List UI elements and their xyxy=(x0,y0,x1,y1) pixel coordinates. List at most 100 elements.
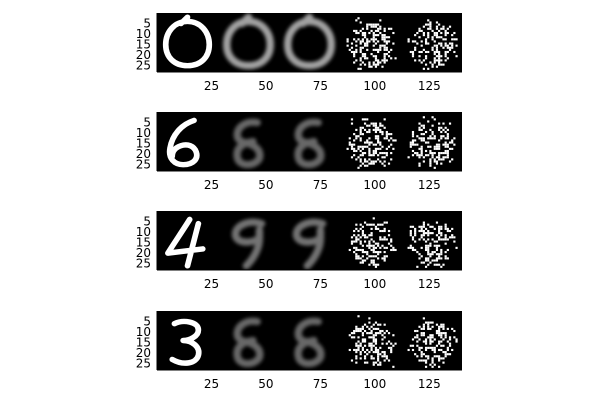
noise-pixel xyxy=(363,160,367,163)
noise-pixel xyxy=(444,130,447,134)
noise-pixel xyxy=(370,160,373,163)
noise-pixel xyxy=(372,340,375,343)
noise-pixel xyxy=(438,42,441,45)
noise-pixel xyxy=(363,118,367,121)
noise-pixel xyxy=(431,63,434,66)
noise-pixel xyxy=(370,357,373,360)
noise-pixel xyxy=(440,257,443,260)
digit-tile-original xyxy=(165,216,206,269)
noise-pixel xyxy=(438,53,441,56)
noise-pixel xyxy=(381,329,384,333)
noise-pixel xyxy=(383,355,386,358)
noise-pixel xyxy=(427,120,430,123)
noise-pixel xyxy=(379,141,382,144)
noise-pixel xyxy=(387,133,391,136)
noise-pixel xyxy=(359,329,362,333)
noise-pixel xyxy=(355,59,358,62)
noise-pixel xyxy=(444,55,447,58)
noise-pixel xyxy=(431,38,434,41)
noise-pixel xyxy=(372,248,375,252)
noise-pixel xyxy=(433,152,436,155)
noise-pixel xyxy=(363,55,367,58)
noise-pixel xyxy=(379,25,382,28)
noise-pixel xyxy=(383,118,386,121)
noise-pixel xyxy=(357,67,360,70)
noise-pixel xyxy=(422,232,425,235)
noise-pixel xyxy=(409,246,412,249)
noise-pixel xyxy=(370,162,373,165)
noise-pixel xyxy=(427,223,430,226)
noise-pixel xyxy=(355,128,358,131)
noise-pixel xyxy=(418,36,421,39)
noise-pixel xyxy=(368,158,371,161)
noise-pixel xyxy=(368,31,371,35)
noise-pixel xyxy=(370,332,373,335)
noise-pixel xyxy=(370,244,373,247)
noise-pixel xyxy=(442,128,445,131)
noise-pixel xyxy=(422,139,425,142)
noise-pixel xyxy=(363,145,367,148)
x-tick-label: 75 xyxy=(313,178,328,192)
noise-pixel xyxy=(366,361,369,364)
noise-pixel xyxy=(442,122,445,125)
noise-pixel xyxy=(416,143,419,146)
noise-pixel xyxy=(379,19,382,22)
noise-pixel xyxy=(440,27,443,30)
noise-pixel xyxy=(438,122,441,125)
noise-pixel xyxy=(359,357,362,360)
noise-pixel xyxy=(431,124,434,127)
noise-pixel xyxy=(379,236,382,239)
noise-pixel xyxy=(359,223,362,226)
noise-pixel xyxy=(374,147,378,150)
noise-pixel xyxy=(377,135,380,138)
noise-pixel xyxy=(377,154,380,157)
noise-pixel xyxy=(418,346,421,349)
noise-pixel xyxy=(433,57,436,60)
x-tick-label: 25 xyxy=(204,377,219,391)
noise-pixel xyxy=(414,48,417,51)
noise-pixel xyxy=(370,355,373,358)
noise-pixel xyxy=(383,59,386,62)
noise-pixel xyxy=(431,253,434,256)
noise-pixel xyxy=(440,265,443,268)
x-tick-label: 75 xyxy=(313,277,328,291)
noise-pixel xyxy=(431,348,434,352)
noise-pixel xyxy=(438,348,441,352)
noise-pixel xyxy=(427,321,430,324)
noise-pixel xyxy=(370,223,373,226)
noise-pixel xyxy=(366,257,369,260)
noise-pixel xyxy=(366,145,369,148)
noise-pixel xyxy=(411,348,415,352)
noise-pixel xyxy=(355,342,358,345)
noise-pixel xyxy=(422,156,425,159)
noise-pixel xyxy=(420,29,423,32)
noise-pixel xyxy=(424,240,428,243)
noise-pixel xyxy=(427,323,430,326)
noise-pixel xyxy=(446,57,449,60)
noise-pixel xyxy=(379,46,382,49)
noise-pixel xyxy=(422,48,425,51)
noise-pixel xyxy=(363,221,367,224)
noise-pixel xyxy=(374,57,378,60)
noise-pixel xyxy=(353,149,356,153)
noise-pixel xyxy=(377,141,380,144)
noise-pixel xyxy=(435,46,439,49)
noise-pixel xyxy=(440,253,443,256)
noise-pixel xyxy=(444,223,447,226)
noise-pixel xyxy=(446,227,449,230)
noise-pixel xyxy=(448,236,452,239)
noise-pixel xyxy=(451,42,454,45)
noise-pixel xyxy=(448,147,452,150)
digit-stroke xyxy=(162,14,213,69)
x-tick-label: 100 xyxy=(363,178,386,192)
noise-pixel xyxy=(448,342,452,345)
noise-pixel xyxy=(414,234,417,237)
noise-pixel xyxy=(359,57,362,60)
noise-pixel xyxy=(394,139,397,142)
noise-pixel xyxy=(435,21,439,24)
noise-pixel xyxy=(438,55,441,58)
noise-pixel xyxy=(377,139,380,142)
noise-pixel xyxy=(374,149,378,153)
noise-pixel xyxy=(431,225,434,228)
noise-pixel xyxy=(377,158,380,161)
